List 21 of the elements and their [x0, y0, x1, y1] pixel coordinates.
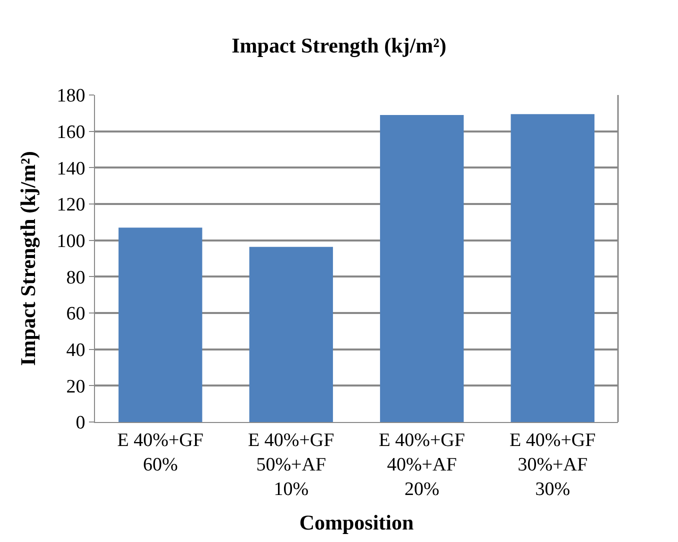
bar — [510, 114, 594, 422]
chart-title: Impact Strength (kj/m²) — [232, 34, 446, 58]
y-tick-label: 20 — [66, 376, 86, 398]
y-tick-label: 180 — [56, 86, 86, 107]
y-tick-label: 120 — [56, 194, 86, 216]
x-tick-label: E 40%+GF 50%+AF 10% — [248, 430, 334, 500]
x-tick-label: E 40%+GF 40%+AF 20% — [378, 430, 465, 500]
y-tick-label: 160 — [56, 122, 86, 143]
y-tick-label: 0 — [76, 412, 86, 434]
y-tick-label: 80 — [66, 267, 86, 288]
bar — [249, 246, 333, 422]
x-tick-label: E 40%+GF 60% — [117, 430, 204, 476]
bar — [118, 228, 202, 422]
x-axis-title: Composition — [299, 510, 414, 534]
y-axis-title: Impact Strength (kj/m²) — [16, 151, 40, 366]
x-tick-label: E 40%+GF 30%+AF 30% — [510, 430, 596, 500]
bar — [380, 114, 464, 422]
y-tick-label: 140 — [56, 158, 86, 180]
y-tick-label: 100 — [56, 230, 86, 252]
y-tick-label: 40 — [66, 340, 86, 361]
y-tick-label: 60 — [66, 304, 86, 325]
